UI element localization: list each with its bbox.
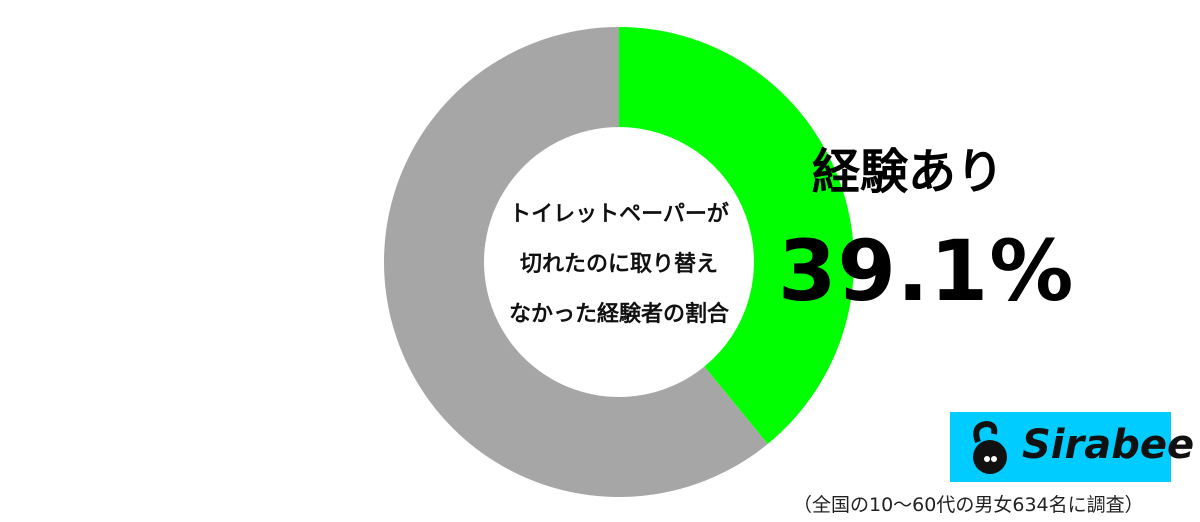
slice-label: 経験あり	[812, 144, 1005, 200]
slice-value-label: 39.1%	[778, 222, 1075, 320]
logo-text: Sirabee	[1022, 422, 1195, 468]
donut-slice-1	[383, 27, 768, 497]
donut-slice-0	[619, 27, 854, 445]
footnote: （全国の10〜60代の男女634名に調査）	[793, 494, 1144, 516]
sirabee-mascot-icon	[973, 420, 1007, 474]
title-line-2: 切れたのに取り替え	[519, 252, 718, 277]
title-line-3: なかった経験者の割合	[508, 302, 729, 327]
title-line-1: トイレットペーパーが	[509, 202, 729, 227]
chart-title: トイレットペーパーが 切れたのに取り替え なかった経験者の割合	[484, 190, 754, 340]
sirabee-logo: Sirabee	[950, 412, 1194, 482]
